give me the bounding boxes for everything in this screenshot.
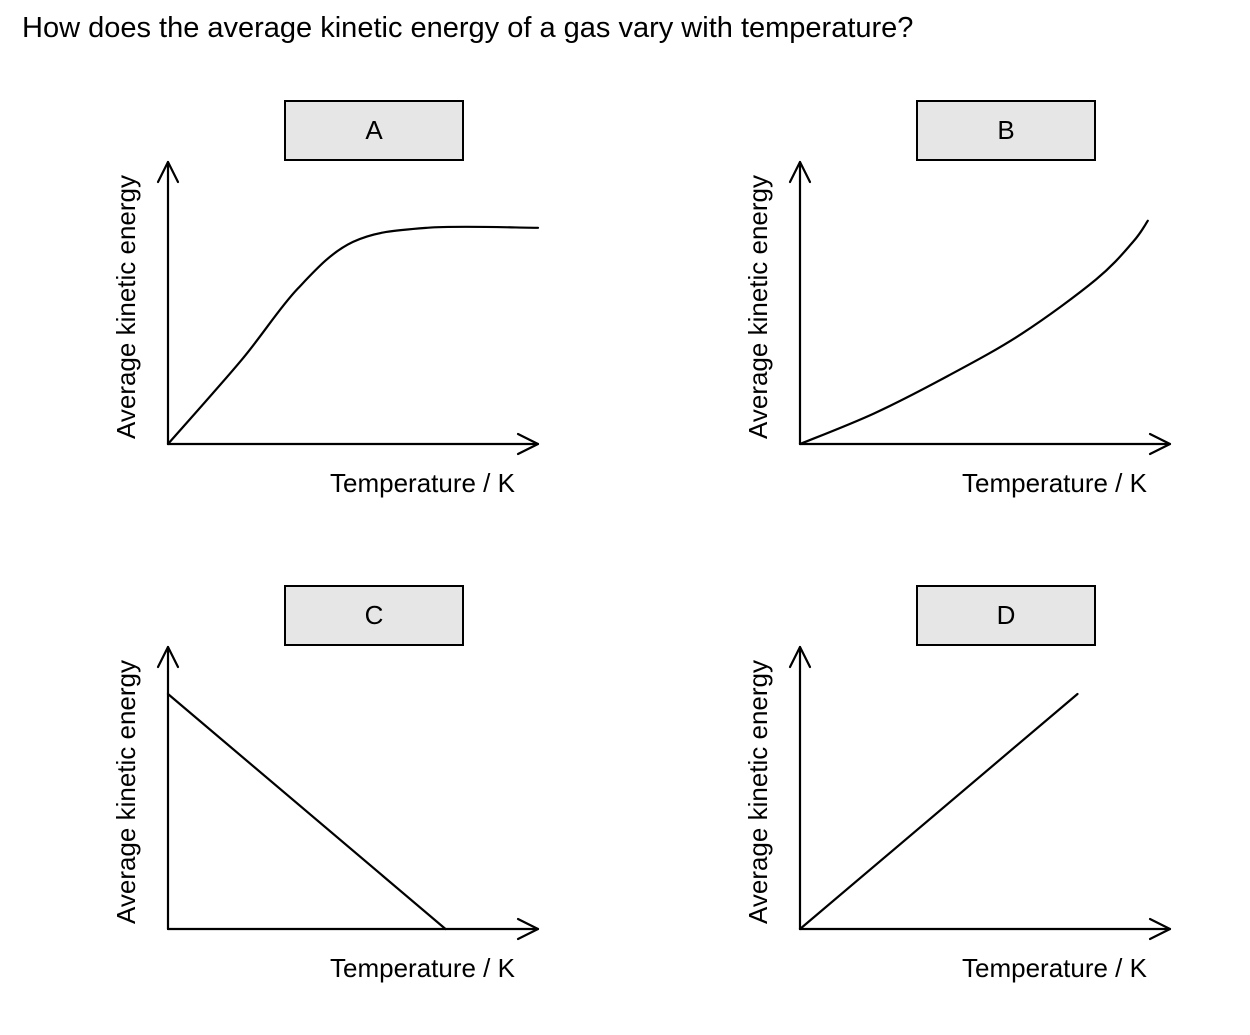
option-d-label: D — [916, 585, 1096, 646]
x-axis-label: Temperature / K — [330, 953, 515, 983]
y-axis-arrowhead — [156, 645, 180, 669]
chart-plot-d — [788, 645, 1172, 941]
chart-panel-a: A Average kinetic energy Temperature / K — [70, 100, 630, 550]
option-b-label: B — [916, 100, 1096, 161]
y-axis-arrowhead — [156, 160, 180, 184]
chart-plot-a — [156, 160, 540, 456]
series-line — [798, 692, 1079, 931]
chart-plot-b — [788, 160, 1172, 456]
chart-panel-b: B Average kinetic energy Temperature / K — [702, 100, 1250, 550]
x-axis-arrowhead — [1148, 432, 1172, 456]
series-line — [798, 219, 1149, 446]
x-axis-label: Temperature / K — [962, 468, 1147, 498]
chart-panel-d: D Average kinetic energy Temperature / K — [702, 585, 1250, 1035]
question-text: How does the average kinetic energy of a… — [22, 12, 914, 44]
series-line — [166, 225, 540, 446]
option-a-label: A — [284, 100, 464, 161]
chart-panel-c: C Average kinetic energy Temperature / K — [70, 585, 630, 1035]
x-axis-label: Temperature / K — [330, 468, 515, 498]
y-axis-arrowhead — [788, 645, 812, 669]
chart-plot-c — [156, 645, 540, 941]
option-c-label: C — [284, 585, 464, 646]
x-axis-arrowhead — [516, 432, 540, 456]
x-axis-label: Temperature / K — [962, 953, 1147, 983]
x-axis-arrowhead — [1148, 917, 1172, 941]
x-axis-arrowhead — [516, 917, 540, 941]
y-axis-arrowhead — [788, 160, 812, 184]
series-line — [166, 692, 447, 931]
